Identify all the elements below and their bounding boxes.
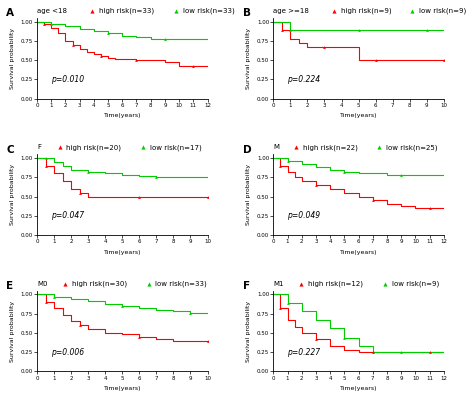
Text: E: E	[6, 281, 13, 291]
Text: low risk(n=17): low risk(n=17)	[150, 144, 201, 150]
Text: D: D	[243, 144, 251, 154]
Text: low risk(n=9): low risk(n=9)	[419, 8, 466, 14]
Text: M1: M1	[273, 281, 284, 287]
Text: B: B	[243, 8, 251, 18]
Text: p=0.227: p=0.227	[287, 348, 320, 357]
Y-axis label: Survival probability: Survival probability	[10, 164, 15, 225]
Y-axis label: Survival probability: Survival probability	[10, 28, 15, 89]
Y-axis label: Survival probability: Survival probability	[246, 28, 251, 89]
Text: high risk(n=33): high risk(n=33)	[99, 8, 154, 14]
Y-axis label: Survival probability: Survival probability	[246, 164, 251, 225]
Text: p=0.010: p=0.010	[51, 75, 84, 84]
Text: p=0.006: p=0.006	[51, 348, 84, 357]
Text: low risk(n=33): low risk(n=33)	[182, 8, 235, 14]
X-axis label: Time(years): Time(years)	[103, 250, 141, 255]
X-axis label: Time(years): Time(years)	[340, 386, 377, 391]
X-axis label: Time(years): Time(years)	[340, 250, 377, 255]
Text: low risk(n=25): low risk(n=25)	[386, 144, 438, 150]
Text: p=0.224: p=0.224	[287, 75, 320, 84]
Text: p=0.049: p=0.049	[287, 211, 320, 220]
Text: M0: M0	[37, 281, 47, 287]
X-axis label: Time(years): Time(years)	[103, 113, 141, 118]
Text: F: F	[243, 281, 250, 291]
Text: p=0.047: p=0.047	[51, 211, 84, 220]
X-axis label: Time(years): Time(years)	[103, 386, 141, 391]
X-axis label: Time(years): Time(years)	[340, 113, 377, 118]
Y-axis label: Survival probability: Survival probability	[10, 300, 15, 361]
Text: high risk(n=22): high risk(n=22)	[302, 144, 357, 150]
Text: M: M	[273, 144, 279, 150]
Text: A: A	[6, 8, 14, 18]
Text: high risk(n=20): high risk(n=20)	[66, 144, 121, 150]
Text: C: C	[6, 144, 14, 154]
Y-axis label: Survival probability: Survival probability	[246, 300, 251, 361]
Text: high risk(n=30): high risk(n=30)	[72, 281, 127, 287]
Text: low risk(n=33): low risk(n=33)	[155, 281, 207, 287]
Text: age >=18: age >=18	[273, 8, 309, 14]
Text: F: F	[37, 144, 41, 150]
Text: low risk(n=9): low risk(n=9)	[392, 281, 439, 287]
Text: age <18: age <18	[37, 8, 67, 14]
Text: high risk(n=12): high risk(n=12)	[308, 281, 363, 287]
Text: high risk(n=9): high risk(n=9)	[341, 8, 392, 14]
